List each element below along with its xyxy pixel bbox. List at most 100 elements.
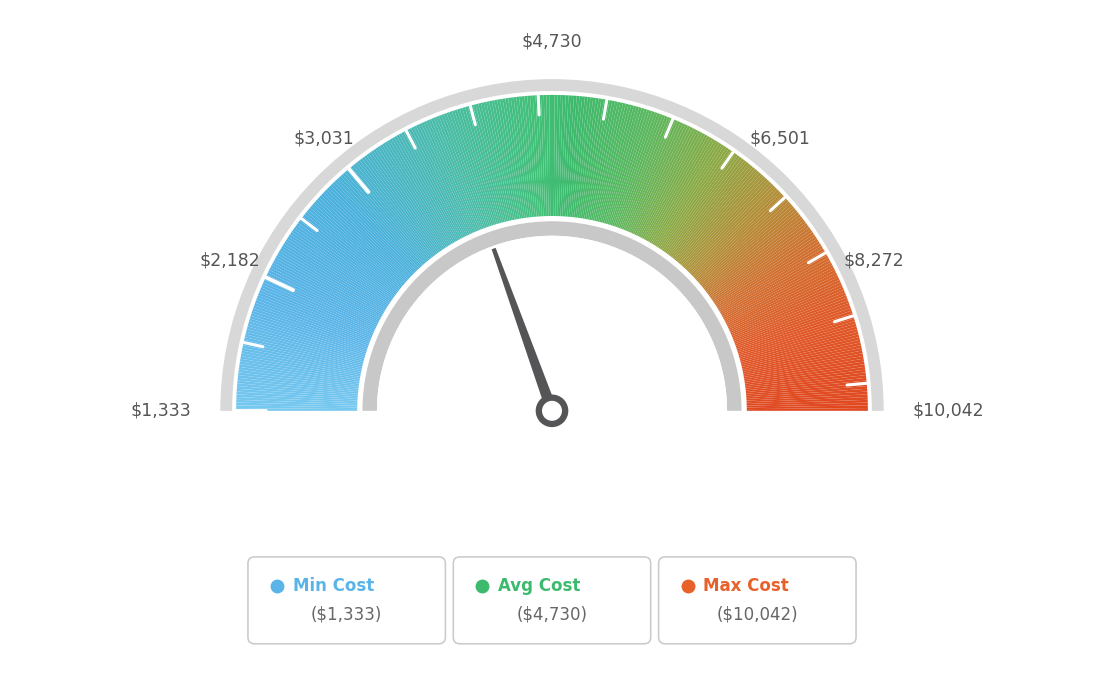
- Wedge shape: [645, 133, 705, 240]
- Wedge shape: [299, 219, 397, 293]
- Wedge shape: [741, 332, 859, 364]
- Text: $6,501: $6,501: [750, 130, 810, 148]
- Wedge shape: [327, 188, 414, 274]
- Wedge shape: [465, 106, 500, 224]
- Wedge shape: [746, 383, 867, 395]
- Wedge shape: [444, 113, 487, 228]
- Wedge shape: [446, 112, 489, 227]
- Wedge shape: [414, 126, 468, 236]
- Wedge shape: [250, 319, 365, 355]
- Wedge shape: [238, 370, 359, 387]
- Wedge shape: [290, 232, 392, 302]
- Wedge shape: [262, 285, 373, 335]
- Wedge shape: [489, 101, 514, 220]
- Wedge shape: [245, 332, 363, 364]
- Wedge shape: [275, 257, 382, 318]
- Wedge shape: [587, 100, 613, 219]
- Wedge shape: [248, 321, 365, 357]
- Wedge shape: [698, 201, 790, 283]
- Wedge shape: [394, 136, 456, 242]
- Wedge shape: [378, 146, 446, 248]
- Wedge shape: [640, 129, 698, 238]
- Text: $3,031: $3,031: [294, 130, 354, 148]
- Wedge shape: [294, 228, 393, 299]
- Wedge shape: [367, 154, 439, 253]
- Wedge shape: [735, 306, 851, 347]
- Wedge shape: [746, 388, 868, 399]
- Wedge shape: [733, 295, 847, 341]
- Wedge shape: [743, 348, 862, 374]
- Wedge shape: [625, 118, 673, 231]
- Wedge shape: [599, 104, 631, 222]
- Wedge shape: [677, 169, 757, 263]
- Wedge shape: [723, 260, 831, 319]
- Wedge shape: [268, 270, 378, 326]
- Wedge shape: [746, 405, 868, 409]
- Wedge shape: [284, 241, 388, 308]
- Wedge shape: [601, 105, 634, 223]
- Wedge shape: [743, 353, 863, 377]
- Wedge shape: [654, 141, 720, 246]
- Wedge shape: [353, 164, 431, 259]
- Wedge shape: [304, 214, 400, 291]
- Wedge shape: [371, 150, 442, 251]
- Wedge shape: [276, 255, 382, 317]
- Wedge shape: [272, 262, 380, 321]
- Wedge shape: [470, 105, 503, 223]
- Wedge shape: [457, 109, 495, 225]
- Wedge shape: [242, 348, 361, 374]
- Text: Min Cost: Min Cost: [293, 577, 374, 595]
- Wedge shape: [355, 162, 432, 258]
- Wedge shape: [675, 166, 753, 261]
- Wedge shape: [725, 268, 835, 324]
- Wedge shape: [702, 210, 797, 288]
- Wedge shape: [744, 362, 864, 382]
- Wedge shape: [729, 277, 839, 330]
- Wedge shape: [301, 217, 399, 293]
- Wedge shape: [693, 193, 783, 278]
- Text: $1,333: $1,333: [130, 402, 191, 420]
- Wedge shape: [297, 223, 395, 296]
- Wedge shape: [314, 201, 406, 283]
- Wedge shape: [382, 143, 448, 246]
- Wedge shape: [476, 104, 507, 221]
- Wedge shape: [697, 199, 788, 282]
- Wedge shape: [236, 405, 358, 409]
- Wedge shape: [746, 400, 868, 406]
- Text: $8,272: $8,272: [843, 252, 904, 270]
- Wedge shape: [613, 110, 652, 226]
- Wedge shape: [649, 137, 712, 243]
- Text: ($10,042): ($10,042): [716, 606, 798, 624]
- Wedge shape: [709, 223, 807, 296]
- Wedge shape: [278, 250, 384, 313]
- Wedge shape: [591, 101, 617, 220]
- Wedge shape: [694, 195, 785, 279]
- Wedge shape: [237, 380, 358, 394]
- Wedge shape: [240, 362, 360, 382]
- Wedge shape: [243, 345, 361, 372]
- Wedge shape: [618, 114, 662, 228]
- Wedge shape: [252, 310, 368, 351]
- Wedge shape: [576, 97, 593, 217]
- Wedge shape: [730, 282, 841, 333]
- Wedge shape: [364, 155, 437, 254]
- Wedge shape: [744, 356, 863, 379]
- Wedge shape: [399, 133, 459, 240]
- Wedge shape: [517, 97, 532, 217]
- Wedge shape: [267, 273, 376, 327]
- Wedge shape: [335, 180, 420, 270]
- Wedge shape: [263, 282, 374, 333]
- Circle shape: [542, 401, 562, 421]
- Wedge shape: [633, 124, 686, 235]
- Circle shape: [535, 395, 569, 427]
- Wedge shape: [615, 112, 658, 227]
- Wedge shape: [732, 290, 845, 338]
- Wedge shape: [734, 297, 848, 343]
- Wedge shape: [238, 367, 359, 386]
- Wedge shape: [406, 129, 464, 238]
- Wedge shape: [664, 152, 735, 253]
- Wedge shape: [550, 95, 552, 216]
- Wedge shape: [243, 342, 362, 371]
- Wedge shape: [564, 95, 574, 217]
- Wedge shape: [511, 97, 528, 217]
